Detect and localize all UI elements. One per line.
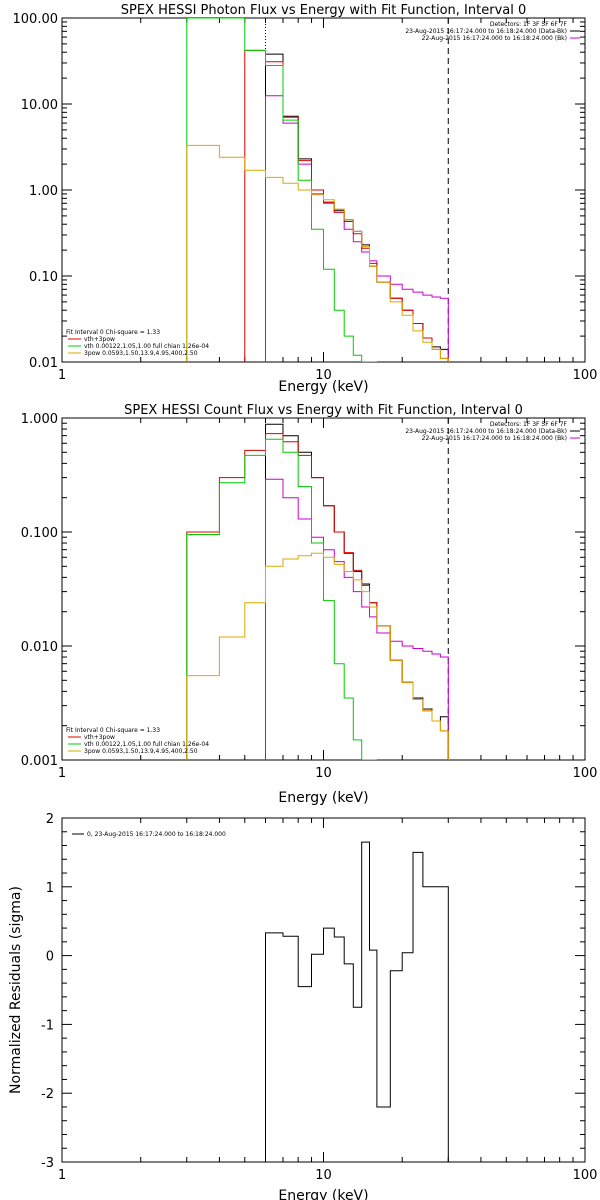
fit-legend-line: Fit Interval 0 Chi-square = 1.33 <box>66 727 160 734</box>
series-vth-line <box>186 438 377 760</box>
header-line: 23-Aug-2015 16:17:24.000 to 16:18:24.000… <box>405 28 567 35</box>
header-line: Detectors: 1F 3F 5F 6F 7F <box>490 21 568 28</box>
series-residuals-line <box>265 841 449 1162</box>
residual-legend-text: 0, 23-Aug-2015 16:17:24.000 to 16:18:24.… <box>87 831 226 838</box>
x-axis-label: Energy (keV) <box>278 1188 368 1200</box>
series-3pow-line <box>186 552 449 760</box>
plot-frame <box>61 817 586 1163</box>
y-tick-label: -1 <box>41 1018 54 1033</box>
series-data-bk-line <box>265 53 449 362</box>
y-tick-label: 0.01 <box>29 356 58 371</box>
header-line: Detectors: 1F 3F 5F 6F 7F <box>490 421 568 428</box>
y-tick-label: 0 <box>46 950 54 965</box>
y-tick-label: 1.000 <box>21 412 58 427</box>
x-tick-label: 1 <box>58 368 66 383</box>
y-tick-label: 0.100 <box>21 526 58 541</box>
fit-legend-line: Fit Interval 0 Chi-square = 1.33 <box>66 329 160 336</box>
series-vth-3pow-line <box>244 49 449 362</box>
fit-legend-line: 3pow 0.0593,1.50,13.9,4.95,400,2.50 <box>84 748 198 755</box>
y-tick-label: 100.00 <box>13 12 59 27</box>
x-tick-label: 10 <box>315 1168 332 1183</box>
fit-legend-line: vth+3pow <box>84 336 115 343</box>
x-tick-label: 100 <box>573 1168 598 1183</box>
chart-title: SPEX HESSI Count Flux vs Energy with Fit… <box>124 403 523 418</box>
series-vth-line <box>186 18 377 362</box>
fit-legend-line: vth+3pow <box>84 734 115 741</box>
y-axis-label: Normalized Residuals (sigma) <box>8 886 24 1094</box>
y-tick-label: -3 <box>41 1156 54 1171</box>
fit-legend-line: 3pow 0.0593,1.50,13.9,4.95,400,2.50 <box>84 350 198 357</box>
series-3pow-line <box>186 144 449 362</box>
chart-title: SPEX HESSI Photon Flux vs Energy with Fi… <box>121 3 527 18</box>
header-line: 22-Aug-2015 16:17:24.000 to 16:18:24.000… <box>422 435 567 442</box>
y-tick-label: 0.001 <box>21 754 58 769</box>
x-tick-label: 1 <box>58 766 66 781</box>
y-tick-label: -2 <box>41 1087 54 1102</box>
x-tick-label: 10 <box>315 368 332 383</box>
x-tick-label: 10 <box>315 766 332 781</box>
series-data-bk-line <box>265 423 449 760</box>
series-bk-line <box>265 95 449 362</box>
y-tick-label: 1 <box>46 881 54 896</box>
x-axis-label: Energy (keV) <box>278 379 368 395</box>
y-tick-label: 10.00 <box>21 98 58 113</box>
y-tick-label: 0.010 <box>21 640 58 655</box>
y-tick-label: 1.00 <box>29 184 58 199</box>
fit-legend-line: vth 0.00122,1.05,1.00 full chian 1.26e-0… <box>84 343 209 350</box>
header-line: 22-Aug-2015 16:17:24.000 to 16:18:24.000… <box>422 35 567 42</box>
header-line: 23-Aug-2015 16:17:24.000 to 16:18:24.000… <box>405 428 567 435</box>
x-tick-label: 100 <box>573 766 598 781</box>
x-tick-label: 1 <box>58 1168 66 1183</box>
y-tick-label: 0.10 <box>29 270 58 285</box>
series-bk-line <box>265 478 449 760</box>
y-tick-label: 2 <box>46 812 54 827</box>
x-tick-label: 100 <box>573 368 598 383</box>
fit-legend-line: vth 0.00122,1.05,1.00 full chian 1.26e-0… <box>84 741 209 748</box>
x-axis-label: Energy (keV) <box>278 790 368 806</box>
